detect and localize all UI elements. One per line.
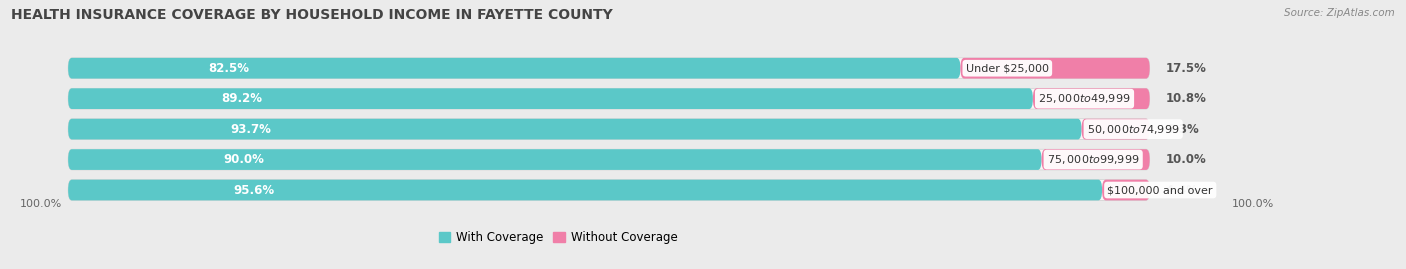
Text: Under $25,000: Under $25,000 xyxy=(966,63,1049,73)
FancyBboxPatch shape xyxy=(67,119,1150,139)
Text: $25,000 to $49,999: $25,000 to $49,999 xyxy=(1038,92,1130,105)
Text: 89.2%: 89.2% xyxy=(221,92,263,105)
FancyBboxPatch shape xyxy=(67,88,1033,109)
Text: 4.4%: 4.4% xyxy=(1166,183,1199,197)
FancyBboxPatch shape xyxy=(960,58,1150,79)
Text: 100.0%: 100.0% xyxy=(1232,199,1274,209)
Text: $100,000 and over: $100,000 and over xyxy=(1108,185,1213,195)
Text: 93.7%: 93.7% xyxy=(231,123,271,136)
FancyBboxPatch shape xyxy=(67,88,1150,109)
Legend: With Coverage, Without Coverage: With Coverage, Without Coverage xyxy=(434,227,682,249)
Text: 82.5%: 82.5% xyxy=(208,62,249,75)
Text: Source: ZipAtlas.com: Source: ZipAtlas.com xyxy=(1284,8,1395,18)
FancyBboxPatch shape xyxy=(67,58,1150,79)
FancyBboxPatch shape xyxy=(67,58,960,79)
Text: HEALTH INSURANCE COVERAGE BY HOUSEHOLD INCOME IN FAYETTE COUNTY: HEALTH INSURANCE COVERAGE BY HOUSEHOLD I… xyxy=(11,8,613,22)
Text: 10.8%: 10.8% xyxy=(1166,92,1206,105)
Text: 10.0%: 10.0% xyxy=(1166,153,1206,166)
FancyBboxPatch shape xyxy=(67,180,1102,200)
FancyBboxPatch shape xyxy=(67,119,1081,139)
Text: 6.3%: 6.3% xyxy=(1166,123,1199,136)
FancyBboxPatch shape xyxy=(67,149,1042,170)
Text: 100.0%: 100.0% xyxy=(20,199,62,209)
Text: $75,000 to $99,999: $75,000 to $99,999 xyxy=(1047,153,1139,166)
FancyBboxPatch shape xyxy=(1102,180,1150,200)
FancyBboxPatch shape xyxy=(67,180,1150,200)
FancyBboxPatch shape xyxy=(1042,149,1150,170)
Text: 95.6%: 95.6% xyxy=(233,183,274,197)
FancyBboxPatch shape xyxy=(1081,119,1150,139)
FancyBboxPatch shape xyxy=(1033,88,1150,109)
FancyBboxPatch shape xyxy=(67,149,1150,170)
Text: $50,000 to $74,999: $50,000 to $74,999 xyxy=(1087,123,1180,136)
Text: 17.5%: 17.5% xyxy=(1166,62,1206,75)
Text: 90.0%: 90.0% xyxy=(224,153,264,166)
